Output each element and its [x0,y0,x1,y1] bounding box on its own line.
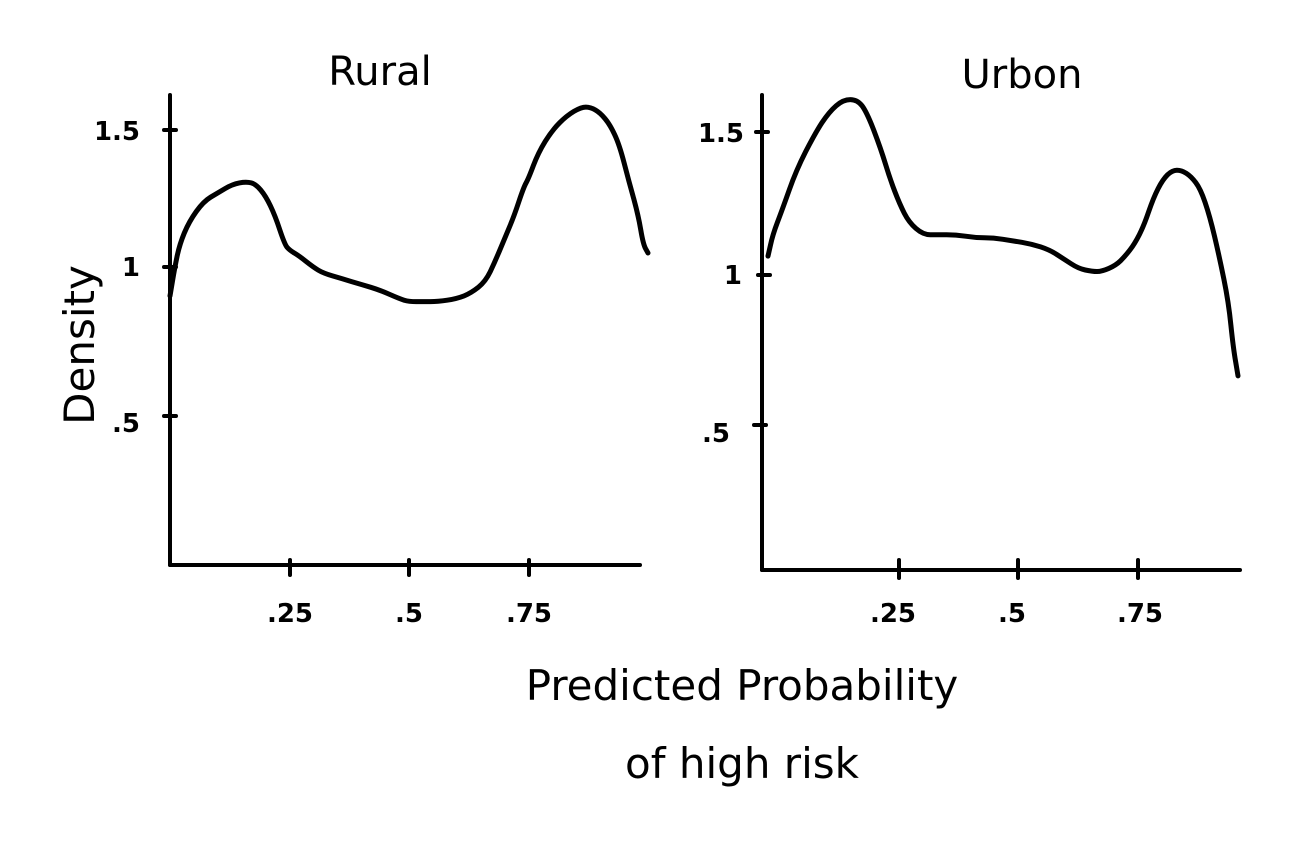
y-axis-label: Density [55,265,104,425]
urban-x-tick-label: .25 [870,599,916,629]
rural-x-tick-label: .5 [395,599,423,629]
urban-y-tick-label: 1 [724,261,742,291]
rural-y-tick-label: .5 [112,409,140,439]
x-axis-label-line-2: of high risk [625,739,860,788]
panel-urban: Urbon .25 .5 .75 .5 1 1.5 [698,52,1242,629]
urban-y-ticks [752,130,772,427]
urban-x-ticks [897,558,1140,580]
rural-y-tick-label: 1 [122,253,140,283]
urban-y-tick-labels: .5 1 1.5 [698,119,744,449]
urban-x-tick-label: .75 [1117,599,1163,629]
panel-rural: Rural .25 .5 .75 .5 1 1.5 [94,49,651,629]
panel-title-rural: Rural [328,49,431,95]
panel-title-urban: Urbon [962,52,1083,98]
density-curve-urban [765,97,1241,379]
urban-y-tick-label: 1.5 [698,119,744,149]
rural-y-tick-label: 1.5 [94,117,140,147]
density-curve-rural [167,104,651,305]
rural-y-tick-labels: .5 1 1.5 [94,117,140,439]
urban-x-tick-labels: .25 .5 .75 [870,599,1163,629]
x-axis-label-line-1: Predicted Probability [526,661,959,710]
rural-x-tick-label: .25 [267,599,313,629]
urban-y-tick-label: .5 [702,419,730,449]
rural-x-tick-label: .75 [506,599,552,629]
rural-x-ticks [288,558,531,577]
urban-x-tick-label: .5 [998,599,1026,629]
rural-x-tick-labels: .25 .5 .75 [267,599,552,629]
